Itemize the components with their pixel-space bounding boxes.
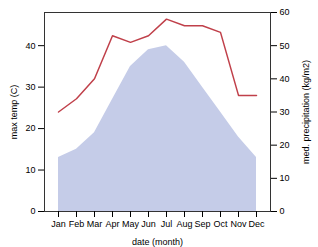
svg-text:0: 0 [280, 206, 285, 216]
svg-text:Nov: Nov [230, 219, 247, 229]
svg-text:20: 20 [280, 140, 290, 150]
svg-text:Dec: Dec [248, 219, 265, 229]
svg-text:Apr: Apr [105, 219, 119, 229]
svg-text:Sep: Sep [194, 219, 210, 229]
svg-text:60: 60 [280, 7, 290, 17]
svg-text:40: 40 [280, 74, 290, 84]
svg-text:Mar: Mar [87, 219, 103, 229]
svg-text:Aug: Aug [176, 219, 192, 229]
svg-text:0: 0 [30, 206, 35, 216]
svg-text:May: May [122, 219, 140, 229]
svg-text:Oct: Oct [213, 219, 228, 229]
svg-text:max temp (C): max temp (C) [9, 85, 19, 140]
svg-text:10: 10 [25, 165, 35, 175]
svg-text:Jul: Jul [161, 219, 173, 229]
svg-text:40: 40 [25, 41, 35, 51]
svg-text:50: 50 [280, 41, 290, 51]
svg-text:Feb: Feb [69, 219, 85, 229]
svg-text:med. precipitation (kg/m2): med. precipitation (kg/m2) [301, 60, 311, 164]
svg-text:20: 20 [25, 123, 35, 133]
svg-text:Jun: Jun [141, 219, 156, 229]
svg-text:30: 30 [280, 107, 290, 117]
svg-text:30: 30 [25, 82, 35, 92]
svg-text:date (month): date (month) [132, 237, 183, 247]
svg-text:10: 10 [280, 173, 290, 183]
svg-text:Jan: Jan [51, 219, 66, 229]
